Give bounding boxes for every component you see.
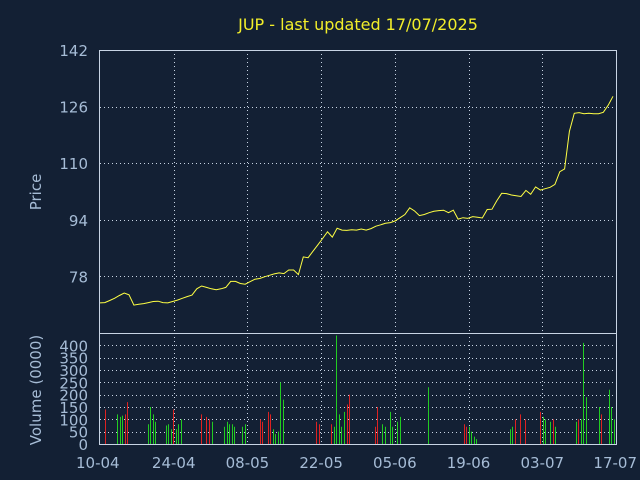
- volume-tick-label: 300: [59, 362, 88, 380]
- price-tick-label: 94: [69, 212, 88, 230]
- price-tick-label: 126: [59, 99, 88, 117]
- price-tick-label: 78: [69, 268, 88, 286]
- x-tick-label: 05-06: [373, 454, 417, 472]
- volume-tick-label: 150: [59, 399, 88, 417]
- volume-tick-label: 100: [59, 411, 88, 429]
- volume-tick-label: 250: [59, 374, 88, 392]
- volume-panel-frame: [99, 333, 617, 445]
- volume-bars: [105, 335, 615, 444]
- price-tick-label: 110: [59, 155, 88, 173]
- volume-tick-label: 0: [78, 436, 88, 454]
- price-tick-labels: 142 126 110 94 78: [59, 42, 88, 286]
- x-tick-label: 19-06: [447, 454, 491, 472]
- price-line: [99, 96, 614, 306]
- volume-tick-label: 350: [59, 350, 88, 368]
- price-grid: [100, 50, 616, 333]
- price-line-group: [99, 96, 614, 306]
- price-tick-label: 142: [59, 42, 88, 60]
- x-tick-label: 22-05: [299, 454, 343, 472]
- x-tick-label: 17-07: [593, 454, 637, 472]
- x-tick-label: 24-04: [152, 454, 196, 472]
- price-axis-label: Price: [27, 174, 45, 211]
- x-tick-label: 08-05: [226, 454, 270, 472]
- volume-axis-label: Volume (0000): [27, 335, 45, 445]
- volume-grid: [100, 333, 616, 444]
- volume-tick-label: 50: [69, 424, 88, 442]
- chart-title: JUP - last updated 17/07/2025: [237, 15, 478, 34]
- x-tick-label: 03-07: [520, 454, 564, 472]
- x-tick-label: 10-04: [76, 454, 120, 472]
- volume-tick-label: 200: [59, 387, 88, 405]
- volume-tick-label: 400: [59, 337, 88, 355]
- x-tick-labels: 10-04 24-04 08-05 22-05 05-06 19-06 03-07 17-07: [76, 454, 637, 472]
- price-panel-frame: [99, 50, 617, 334]
